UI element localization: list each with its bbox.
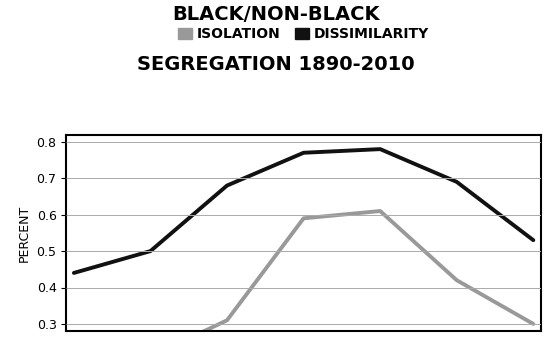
Text: SEGREGATION 1890-2010: SEGREGATION 1890-2010 [137, 55, 415, 74]
Legend: ISOLATION, DISSIMILARITY: ISOLATION, DISSIMILARITY [172, 21, 435, 47]
Text: BLACK/NON-BLACK: BLACK/NON-BLACK [172, 5, 380, 24]
Y-axis label: PERCENT: PERCENT [18, 204, 31, 262]
